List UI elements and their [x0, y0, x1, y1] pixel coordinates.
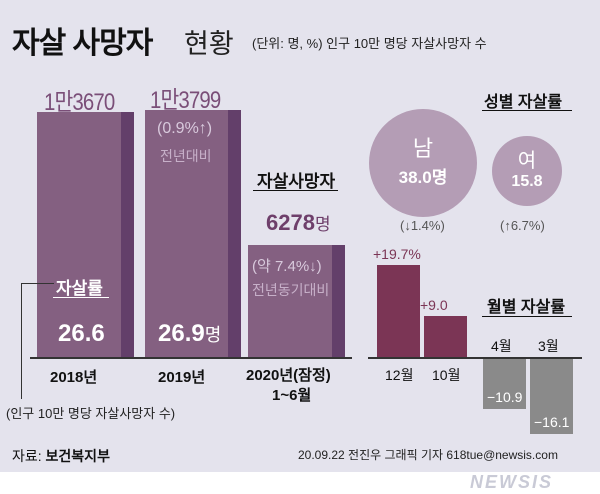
credit: 20.09.22 전진우 그래픽 기자 618tue@newsis.com: [298, 448, 558, 462]
rate-2019-value: 26.9: [158, 320, 205, 347]
title-light: 현황: [184, 29, 234, 59]
deaths-2020-unit: 명: [314, 215, 331, 234]
deaths-2019: 1만3799: [150, 87, 221, 114]
monthly-category-label: 12월: [385, 367, 414, 383]
deaths-label-2020: 자살사망자: [257, 172, 336, 191]
bar-2018: [37, 112, 134, 357]
female-label: 여: [517, 150, 537, 172]
monthly-callout-line: [482, 316, 572, 317]
deaths-2020: 6278명: [266, 210, 331, 238]
bar-2019: [145, 110, 241, 357]
source-name: 보건복지부: [45, 448, 110, 464]
monthly-data-label: +9.0: [420, 296, 448, 313]
source-label: 자료:: [12, 448, 42, 464]
year-2020: 2020년(잠정): [246, 367, 331, 384]
male-change: (↓1.4%): [400, 218, 445, 233]
deaths-callout-line: [253, 190, 338, 191]
change-2019: (0.9%↑): [157, 120, 213, 137]
change-note-2019: 전년대비: [160, 148, 212, 164]
monthly-bar: [530, 358, 573, 434]
monthly-bar: [483, 358, 526, 410]
female-change: (↑6.7%): [500, 218, 545, 233]
rate-label: 자살률: [56, 279, 103, 298]
unit-note: (단위: 명, %) 인구 10만 명당 자살사망자 수: [252, 36, 487, 51]
gender-title: 성별 자살률: [484, 94, 563, 111]
monthly-data-label: −10.9: [487, 389, 523, 406]
monthly-category-label: 4월: [491, 338, 512, 354]
monthly-chart-title: 월별 자살률: [487, 299, 566, 316]
monthly-axis: [368, 357, 582, 359]
newsis-watermark: NEWSIS: [470, 472, 554, 492]
title: 자살 사망자: [12, 27, 153, 60]
female-value: 15.8: [511, 173, 543, 190]
monthly-bar: [377, 265, 420, 358]
male-value: 38.0명: [398, 168, 448, 187]
male-label: 남: [412, 136, 434, 161]
monthly-data-label: +19.7%: [373, 246, 421, 263]
change-2020: (약 7.4%↓): [252, 258, 322, 275]
bar-2020: [248, 245, 345, 357]
rate-callout-line: [53, 297, 109, 298]
male-circle: 남 38.0명: [369, 109, 477, 217]
deaths-2020-value: 6278: [266, 210, 315, 235]
gender-callout-line: [482, 110, 572, 111]
rate-2019-unit: 명: [204, 325, 222, 345]
year-2018: 2018년: [50, 369, 98, 386]
rate-leader-vertical: [21, 284, 22, 399]
rate-2019: 26.9명: [158, 320, 221, 348]
annual-axis: [30, 357, 352, 359]
monthly-bar: [424, 315, 467, 358]
rate-leader-line: [21, 283, 54, 284]
rate-note: (인구 10만 명당 자살사망자 수): [6, 406, 176, 421]
source: 자료: 보건복지부: [12, 446, 110, 466]
year-2019: 2019년: [158, 369, 206, 386]
monthly-data-label: −16.1: [534, 413, 570, 430]
deaths-2018: 1만3670: [44, 89, 115, 116]
female-circle: 여 15.8: [492, 136, 562, 206]
rate-2018: 26.6: [58, 320, 105, 347]
monthly-category-label: 3월: [538, 338, 559, 354]
year-2020-period: 1~6월: [272, 387, 312, 404]
change-note-2020: 전년동기대비: [252, 282, 330, 298]
monthly-category-label: 10월: [432, 367, 461, 383]
